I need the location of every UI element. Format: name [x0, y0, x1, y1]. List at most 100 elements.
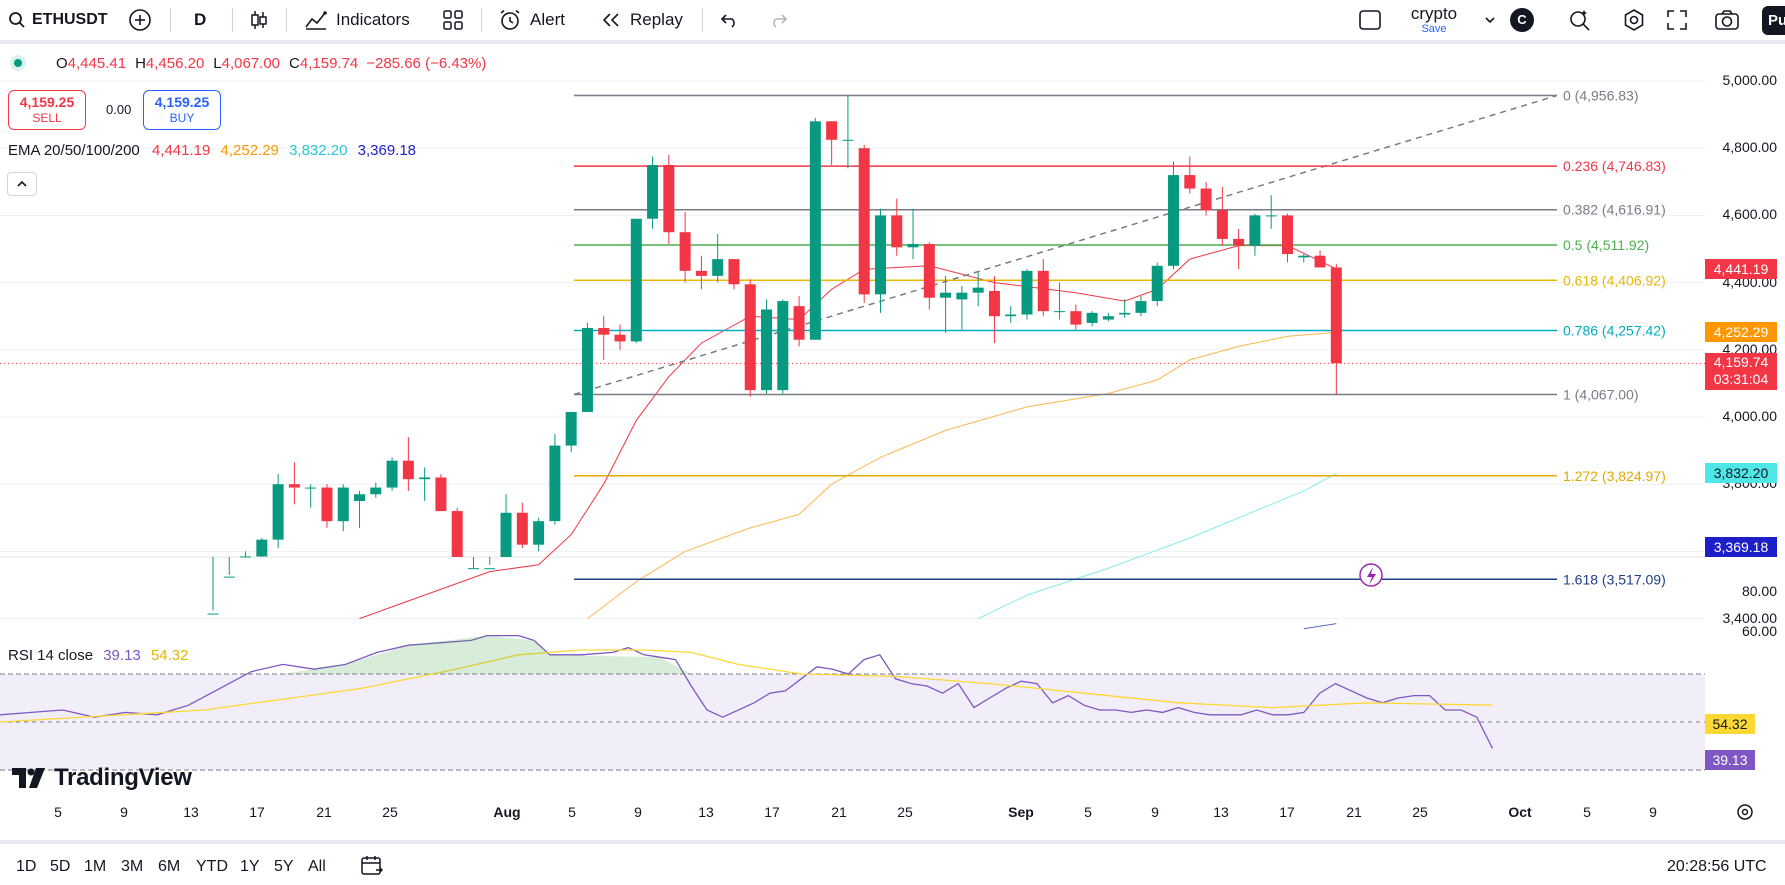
- rsi-legend[interactable]: RSI 14 close 39.13 54.32: [8, 647, 188, 664]
- candle: [858, 144, 870, 303]
- candle: [940, 275, 952, 333]
- fib-label-0.618: 0.618 (4,406.92): [1563, 272, 1666, 288]
- candle-body: [956, 292, 968, 300]
- symbol-search[interactable]: ETHUSDT: [8, 0, 108, 40]
- candle-body: [1281, 215, 1293, 255]
- price-tag-ema100: 3,832.20: [1705, 463, 1777, 484]
- templates-button[interactable]: [442, 0, 464, 40]
- indicators-button[interactable]: Indicators: [304, 0, 410, 40]
- fullscreen-icon: [1667, 10, 1687, 30]
- collapse-legend-button[interactable]: [7, 172, 37, 196]
- layout-name-button[interactable]: crypto Save: [1398, 0, 1470, 40]
- candle: [1086, 311, 1098, 327]
- range-button-6m[interactable]: 6M: [158, 858, 181, 875]
- rsi-band: [0, 674, 1705, 770]
- price-scale-label: 5,000.00: [1722, 72, 1778, 88]
- price-tag-ema20: 4,441.19: [1705, 258, 1777, 279]
- snapshot-button[interactable]: [1714, 0, 1740, 40]
- candle: [728, 259, 740, 290]
- range-button-1y[interactable]: 1Y: [240, 858, 260, 875]
- candle: [240, 551, 252, 558]
- candle: [956, 285, 968, 330]
- candle-body: [354, 494, 366, 501]
- rsi-ma-line: [0, 649, 1493, 723]
- fib-label-1.272: 1.272 (3,824.97): [1563, 468, 1666, 484]
- layout-select-button[interactable]: [1358, 0, 1382, 40]
- candle: [386, 457, 398, 491]
- candle: [874, 208, 886, 313]
- candle: [923, 242, 935, 310]
- time-scale-label: 5: [1084, 804, 1092, 820]
- chevron-up-icon: [17, 180, 27, 187]
- candle: [1102, 312, 1114, 322]
- alert-button[interactable]: Alert: [498, 0, 565, 40]
- range-button-5d[interactable]: 5D: [50, 858, 71, 875]
- candle-body: [484, 568, 496, 570]
- close-value: 4,159.74: [299, 54, 359, 72]
- fullscreen-button[interactable]: [1666, 0, 1688, 40]
- compare-button[interactable]: [128, 0, 152, 40]
- settings-button[interactable]: [1622, 0, 1646, 40]
- range-button-3m[interactable]: 3M: [121, 858, 144, 875]
- range-button-1d[interactable]: 1D: [16, 858, 37, 875]
- scale-settings-button[interactable]: [1736, 803, 1754, 826]
- range-button-1m[interactable]: 1M: [84, 858, 107, 875]
- candle-body: [1005, 314, 1017, 317]
- ema20-line: [359, 245, 1337, 620]
- low-value: 4,067.00: [221, 54, 281, 72]
- fib-label-0.382: 0.382 (4,616.91): [1563, 202, 1666, 218]
- candle: [988, 275, 1000, 344]
- indicators-icon: [305, 11, 327, 30]
- time-scale-label: 17: [1279, 804, 1295, 820]
- candle-body: [1086, 312, 1098, 323]
- candle-body: [614, 334, 626, 342]
- chart-type-button[interactable]: [248, 0, 270, 40]
- candle: [1070, 304, 1082, 330]
- replay-button[interactable]: Replay: [600, 0, 683, 40]
- candle: [630, 218, 642, 344]
- plus-circle-icon: [129, 9, 151, 31]
- avatar-button[interactable]: C: [1510, 0, 1534, 40]
- range-button-5y[interactable]: 5Y: [274, 858, 294, 875]
- buy-button[interactable]: 4,159.25 BUY: [143, 90, 221, 130]
- redo-button[interactable]: [768, 0, 788, 40]
- fibonacci-retracement: 0 (4,956.83) 0.236 (4,746.83) 0.382 (4,616…: [0, 88, 1705, 587]
- fib-label-1: 1 (4,067.00): [1563, 386, 1639, 402]
- goto-date-button[interactable]: [360, 854, 384, 883]
- publish-button[interactable]: Pu: [1762, 0, 1785, 40]
- sell-price: 4,159.25: [19, 94, 75, 110]
- candle: [1021, 269, 1033, 320]
- chart-canvas[interactable]: 0 (4,956.83) 0.236 (4,746.83) 0.382 (4,616…: [0, 44, 1705, 796]
- candle: [1281, 213, 1293, 263]
- ema-legend[interactable]: EMA 20/50/100/200 4,441.19 4,252.29 3,83…: [8, 142, 416, 159]
- candle: [1151, 262, 1163, 307]
- candles-icon: [251, 11, 267, 29]
- range-button-ytd[interactable]: YTD: [196, 858, 228, 875]
- layout-menu-button[interactable]: [1484, 0, 1496, 40]
- fib-label-0: 0 (4,956.83): [1563, 88, 1639, 104]
- candle: [549, 433, 561, 525]
- candle: [533, 517, 545, 552]
- candle-body: [419, 477, 431, 480]
- quick-search-button[interactable]: [1568, 0, 1592, 40]
- price-scale[interactable]: 5,000.00 4,800.00 4,600.00 4,400.00 4,200.00…: [1705, 44, 1785, 788]
- range-button-all[interactable]: All: [308, 858, 326, 875]
- candle-body: [549, 445, 561, 522]
- candle-body: [581, 327, 593, 412]
- time-scale-label: 25: [897, 804, 913, 820]
- time-scale[interactable]: 5 9 13 17 21 25 Aug 5 9 13 17 21 25 Sep 5 9 13 17 21 25 Oct 5…: [0, 796, 1785, 826]
- candle-body: [858, 148, 870, 295]
- candle-body: [1184, 175, 1196, 189]
- interval-button[interactable]: D: [194, 10, 207, 29]
- candle: [435, 474, 447, 512]
- clock-time[interactable]: 20:28:56 UTC: [1667, 858, 1767, 875]
- ohlc-legend: O 4,445.41 H 4,456.20 L 4,067.00 C 4,159.74 …: [10, 52, 486, 74]
- ema-label: EMA 20/50/100/200: [8, 142, 140, 159]
- undo-button[interactable]: [720, 0, 740, 40]
- price-scale-label: 3,400.00: [1722, 609, 1778, 626]
- sell-button[interactable]: 4,159.25 SELL: [8, 90, 86, 130]
- candle: [581, 322, 593, 412]
- candle-body: [1037, 270, 1049, 312]
- candle-body: [1102, 316, 1114, 320]
- candle-body: [1265, 215, 1277, 217]
